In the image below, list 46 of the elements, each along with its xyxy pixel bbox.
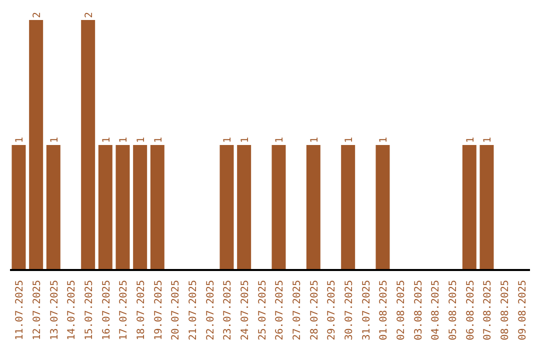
x-tick-label: 02.08.2025: [396, 280, 407, 340]
x-tick-label: 04.08.2025: [430, 280, 442, 340]
data-label: 1: [240, 136, 252, 143]
data-label: 1: [101, 136, 112, 143]
x-tick-label: 21.07.2025: [188, 280, 199, 340]
data-label: 1: [344, 136, 356, 143]
x-tick-label: 09.08.2025: [517, 280, 528, 340]
data-label: 2: [32, 12, 44, 18]
x-tick-label: 25.07.2025: [257, 280, 268, 340]
data-label: 1: [309, 136, 320, 143]
x-tick-label: 29.07.2025: [326, 280, 338, 340]
x-tick-label: 14.07.2025: [66, 280, 78, 340]
x-tick-label: 13.07.2025: [49, 280, 60, 340]
x-tick-label: 22.07.2025: [205, 280, 216, 340]
data-label: 1: [465, 136, 476, 143]
data-label: 1: [118, 136, 130, 143]
x-tick-label: 05.08.2025: [448, 280, 459, 340]
data-label: 1: [49, 136, 60, 143]
x-tick-label: 27.07.2025: [292, 280, 303, 340]
x-tick-label: 28.07.2025: [309, 280, 320, 340]
data-label: 1: [222, 136, 234, 143]
data-label: 1: [153, 136, 164, 143]
data-label: 1: [274, 136, 286, 143]
x-tick-label: 26.07.2025: [274, 280, 286, 340]
x-tick-label: 12.07.2025: [32, 280, 43, 340]
x-tick-label: 31.07.2025: [361, 280, 372, 340]
x-tick-label: 03.08.2025: [413, 280, 424, 340]
x-tick-label: 19.07.2025: [153, 280, 164, 340]
x-tick-label: 15.07.2025: [84, 280, 95, 340]
x-tick-label: 07.08.2025: [482, 280, 494, 340]
data-label: 1: [378, 136, 390, 143]
x-tick-label: 11.07.2025: [14, 280, 26, 340]
x-tick-label: 08.08.2025: [500, 280, 511, 340]
data-label: 1: [136, 136, 148, 143]
x-tick-label: 06.08.2025: [465, 280, 476, 340]
data-label: 2: [84, 12, 96, 18]
x-tick-label: 18.07.2025: [136, 280, 147, 340]
x-tick-label: 17.07.2025: [118, 280, 130, 340]
data-label: 1: [482, 136, 494, 143]
x-tick-label: 23.07.2025: [222, 280, 234, 340]
x-tick-label: 30.07.2025: [344, 280, 355, 340]
x-tick-label: 20.07.2025: [170, 280, 182, 340]
x-tick-label: 24.07.2025: [240, 280, 251, 340]
data-label: 1: [14, 136, 26, 143]
x-tick-label: 16.07.2025: [101, 280, 112, 340]
x-tick-label: 01.08.2025: [378, 280, 390, 340]
